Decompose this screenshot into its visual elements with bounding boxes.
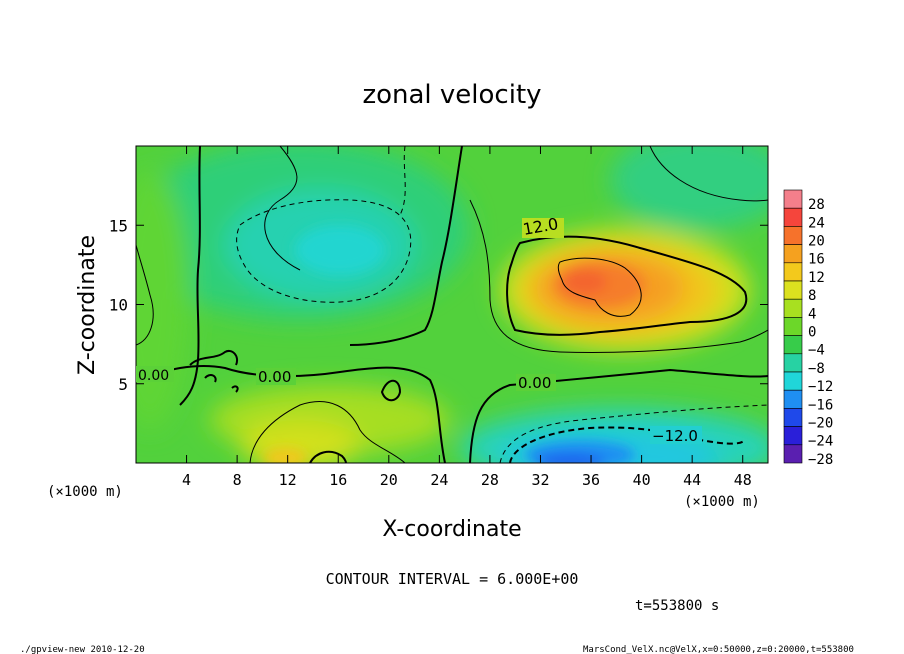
y-tick-label: 15 — [109, 216, 128, 235]
plot-area — [136, 146, 768, 463]
footer-left: ./gpview-new 2010-12-20 — [20, 645, 145, 654]
footer-right: MarsCond_VelX.nc@VelX,x=0:50000,z=0:2000… — [583, 645, 854, 654]
x-tick-label: 24 — [430, 471, 448, 489]
colorbar-label: 24 — [808, 215, 825, 231]
colorbar-label: −16 — [808, 397, 833, 413]
contour-label: −12.0 — [652, 427, 698, 445]
contour-18 — [557, 257, 642, 317]
x-tick-label: 16 — [329, 471, 347, 489]
colorbar-label: 12 — [808, 270, 825, 286]
colorbar: 28 24 20 16 12 8 4 0 −4 −8 −12 −16 −20 −24 −28 — [783, 189, 833, 468]
contour-label: 0.00 — [518, 374, 551, 392]
contour-6-jet-outer — [469, 199, 768, 353]
field-core-layer — [263, 225, 645, 463]
y-tick-label: 5 — [118, 375, 128, 394]
colorbar-swatch — [783, 207, 803, 227]
time-stamp: t=553800 s — [635, 598, 719, 614]
y-tick-label: 10 — [109, 296, 128, 315]
x-tick-label: 12 — [279, 471, 297, 489]
x-tick-label: 32 — [531, 471, 549, 489]
chart-title: zonal velocity — [362, 80, 541, 110]
contour-lines — [136, 146, 768, 463]
colorbar-swatch — [783, 317, 803, 336]
colorbar-swatch — [783, 335, 803, 355]
contour-label-bg — [256, 368, 296, 385]
colorbar-label: 20 — [808, 234, 825, 250]
contour-interval: CONTOUR INTERVAL = 6.000E+00 — [326, 570, 579, 588]
zero-contour-vertical-right — [349, 146, 463, 346]
colorbar-label: −24 — [808, 434, 833, 450]
x-axis: 4 8 12 16 20 24 28 32 36 40 44 48 — [182, 146, 752, 489]
x-tick-label: 28 — [481, 471, 499, 489]
contour-minus-12 — [509, 426, 746, 463]
y-axis: 5 10 15 — [109, 216, 768, 394]
contour-12 — [506, 235, 748, 336]
colorbar-label: −20 — [808, 416, 833, 432]
zero-contour-lower — [136, 364, 446, 463]
x-unit-right: (×1000 m) — [684, 494, 760, 510]
contour-label: 0.00 — [258, 368, 291, 386]
x-tick-label: 44 — [683, 471, 701, 489]
colorbar-label: −8 — [808, 361, 825, 377]
contour-label-bg — [136, 366, 174, 382]
zero-contour-vertical-left — [179, 146, 201, 406]
contour-label-bg — [516, 374, 556, 391]
colorbar-label: 0 — [808, 325, 816, 341]
colorbar-swatch — [783, 262, 803, 282]
colorbar-swatch — [783, 426, 803, 446]
x-tick-label: 20 — [380, 471, 398, 489]
colorbar-label: 8 — [808, 288, 816, 304]
colorbar-swatch — [783, 353, 803, 373]
contour-label-bg — [522, 218, 564, 238]
contour-noise-left — [189, 350, 239, 393]
x-tick-label: 48 — [734, 471, 752, 489]
zero-contour-right — [469, 368, 768, 463]
contour-minus-6-upper — [236, 199, 412, 303]
colorbar-swatch — [783, 444, 803, 464]
x-tick-label: 8 — [233, 471, 242, 489]
contour-label-group: 0.00 0.00 0.00 12.0 −12.0 — [136, 214, 702, 445]
contour-label: 0.00 — [138, 368, 169, 384]
colorbar-label: −28 — [808, 452, 833, 468]
contour-minus-6-lower — [499, 404, 768, 463]
contour-thin-topmid — [264, 146, 301, 271]
colorbar-swatch — [783, 189, 803, 209]
colorbar-swatch — [783, 298, 803, 318]
x-tick-label: 36 — [582, 471, 600, 489]
colorbar-swatch — [783, 408, 803, 427]
contour-6-left — [136, 244, 154, 346]
contour-minus-6-topright — [399, 146, 406, 216]
x-tick-label: 40 — [633, 471, 651, 489]
colorbar-label: −12 — [808, 379, 833, 395]
zero-contour-blob — [380, 379, 402, 402]
colorbar-label: 28 — [808, 197, 825, 213]
colorbar-swatch — [783, 244, 803, 264]
contour-label-bg — [650, 426, 702, 444]
x-axis-label: X-coordinate — [382, 517, 521, 542]
zero-contour-bottom-blob — [309, 450, 347, 463]
colorbar-label: 4 — [808, 306, 816, 322]
colorbar-label: −4 — [808, 343, 825, 359]
colorbar-swatch — [783, 226, 803, 245]
x-tick-label: 4 — [182, 471, 191, 489]
colorbar-label: 16 — [808, 252, 825, 268]
y-axis-label: Z-coordinate — [75, 235, 100, 375]
colorbar-swatch — [783, 389, 803, 409]
contour-6-lower — [249, 401, 406, 463]
x-unit-left: (×1000 m) — [47, 484, 123, 500]
colorbar-swatch — [783, 371, 803, 391]
contour-thin-topright — [649, 146, 768, 202]
colorbar-swatch — [783, 280, 803, 300]
